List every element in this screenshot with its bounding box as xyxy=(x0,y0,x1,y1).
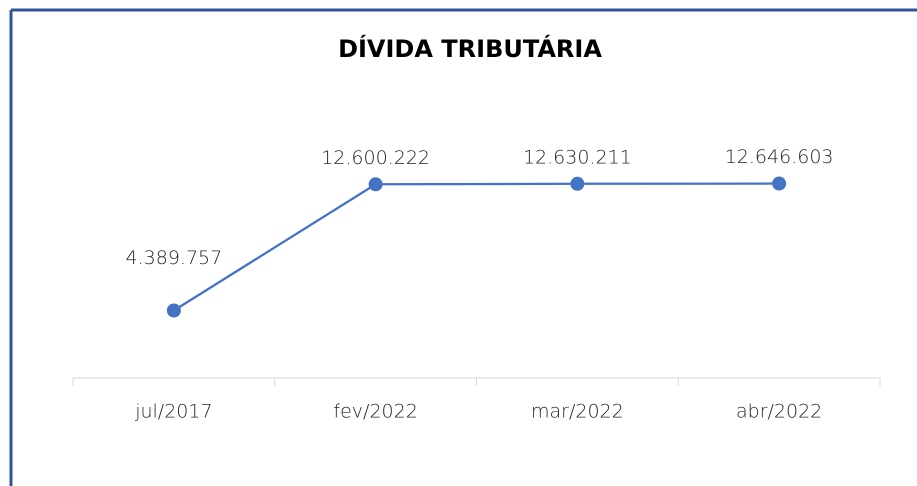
x-tick-label: fev/2022 xyxy=(333,401,417,423)
chart-title: DÍVIDA TRIBUTÁRIA xyxy=(338,34,602,63)
data-point xyxy=(166,303,181,318)
data-point xyxy=(570,176,585,191)
data-label: 12.630.211 xyxy=(523,146,632,168)
data-label: 4.389.757 xyxy=(126,247,223,269)
x-tick-label: mar/2022 xyxy=(531,401,624,423)
data-label: 12.600.222 xyxy=(321,147,430,169)
data-point xyxy=(772,176,787,191)
x-tick-label: jul/2017 xyxy=(134,401,212,423)
data-point xyxy=(368,177,383,192)
x-tick-label: abr/2022 xyxy=(736,401,822,423)
data-label: 12.646.603 xyxy=(725,146,834,168)
series-line xyxy=(173,182,780,312)
